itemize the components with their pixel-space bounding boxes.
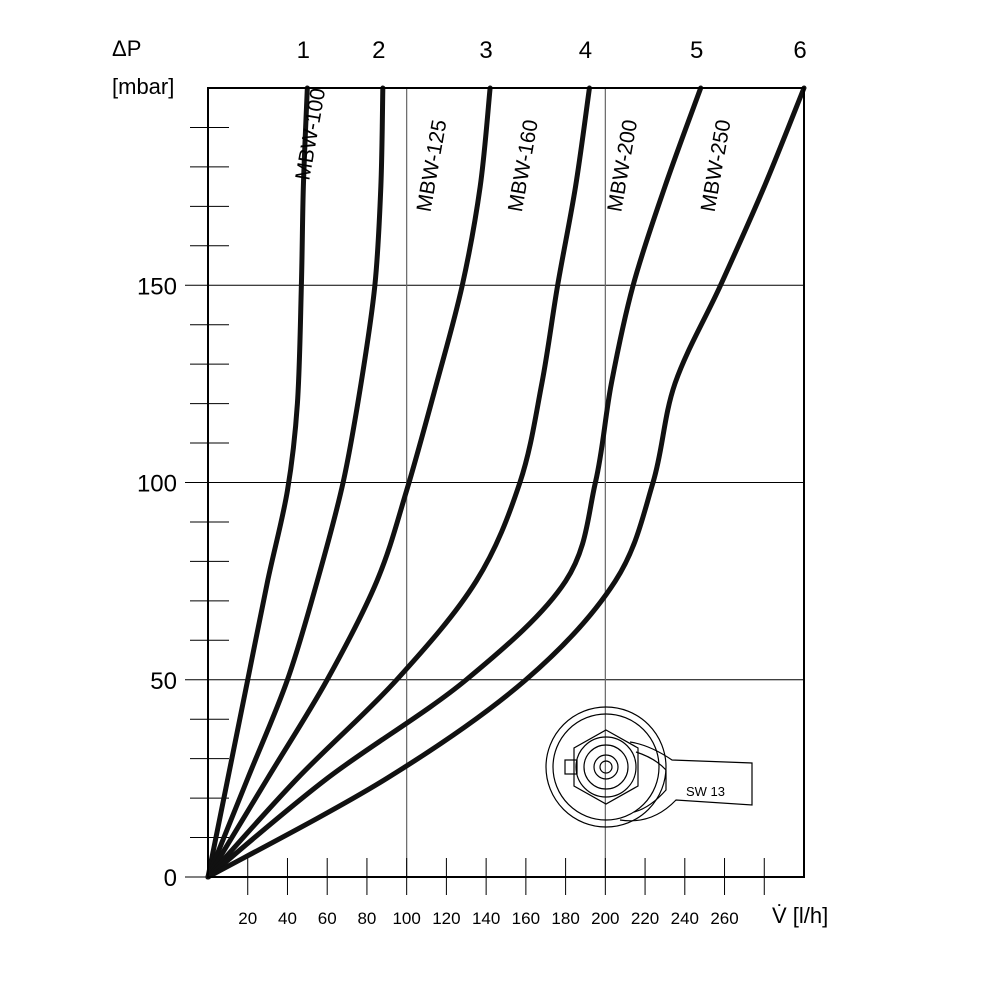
curve-4	[205, 85, 592, 880]
curve-2	[205, 85, 386, 880]
curve-5	[205, 85, 704, 880]
curve-label-3: MBW-125	[413, 118, 452, 214]
x-tick-label: 200	[591, 909, 619, 928]
curve-3	[205, 85, 493, 880]
x-tick-label: 140	[472, 909, 500, 928]
x-tick-label: 160	[512, 909, 540, 928]
y-tick-label: 100	[137, 471, 177, 498]
curve-number-4: 4	[579, 37, 592, 64]
x-tick-label: 220	[631, 909, 659, 928]
x-tick-label: 180	[551, 909, 579, 928]
y-tick-label: 0	[164, 865, 177, 892]
valve-wrench-illustration: SW 13	[545, 706, 753, 828]
axis-ticks	[185, 126, 765, 895]
wrench-size-label: SW 13	[686, 784, 725, 799]
curve-number-5: 5	[690, 37, 703, 64]
y-tick-label: 50	[150, 668, 177, 695]
curve-number-1: 1	[297, 37, 310, 64]
x-tick-label: 260	[710, 909, 738, 928]
plot-frame	[207, 87, 805, 878]
curve-1	[205, 85, 310, 880]
x-tick-label: 100	[392, 909, 420, 928]
curve-label-1: MBW-100	[291, 86, 330, 182]
curve-number-6: 6	[793, 37, 806, 64]
y-axis-label-symbol: ΔP	[112, 36, 141, 61]
x-tick-label: 240	[671, 909, 699, 928]
curve-label-4: MBW-160	[504, 118, 543, 214]
curve-label-6: MBW-250	[697, 118, 736, 214]
y-tick-label: 150	[137, 273, 177, 300]
curve-6	[205, 85, 807, 880]
x-tick-label: 40	[278, 909, 297, 928]
curve-number-3: 3	[479, 37, 492, 64]
y-axis-label-unit: [mbar]	[112, 74, 174, 99]
curve-label-5: MBW-200	[603, 118, 642, 214]
x-tick-label: 20	[238, 909, 257, 928]
x-tick-label: 60	[318, 909, 337, 928]
curve-number-2: 2	[372, 37, 385, 64]
curves	[205, 85, 807, 880]
x-tick-label: 120	[432, 909, 460, 928]
x-tick-label: 80	[357, 909, 376, 928]
x-axis-label: V̇ [l/h]	[772, 903, 828, 928]
